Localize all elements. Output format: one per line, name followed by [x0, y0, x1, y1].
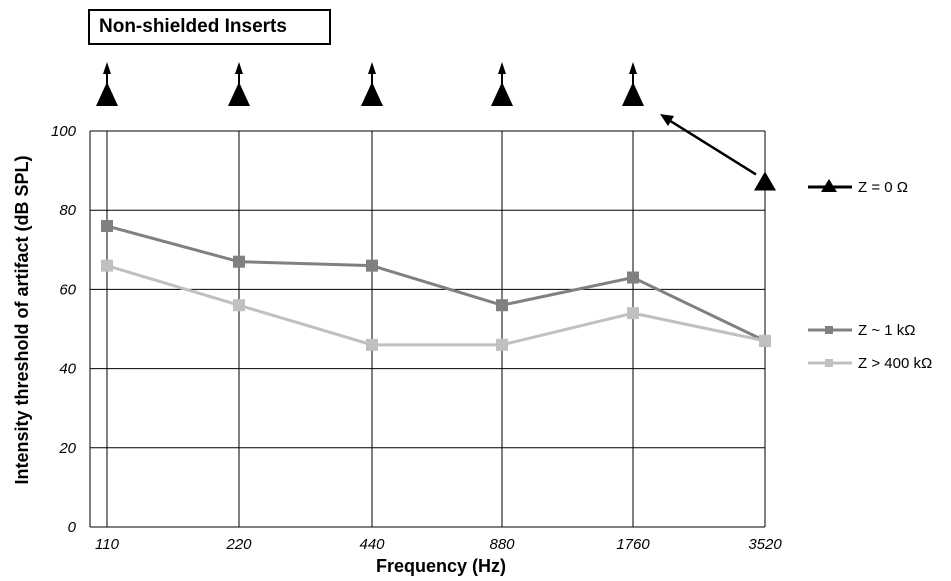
- legend-swatch-marker: [825, 326, 833, 334]
- offscale-arrow-head: [498, 62, 506, 74]
- y-tick-label: 40: [59, 361, 76, 378]
- data-point: [759, 334, 771, 347]
- offscale-triangle-marker: [228, 82, 250, 106]
- x-tick-label: 3520: [748, 536, 782, 553]
- y-tick-label: 100: [51, 123, 77, 140]
- connector-arrow: [663, 115, 757, 176]
- y-tick-label: 80: [59, 202, 76, 219]
- offscale-triangle-marker: [491, 82, 513, 106]
- legend-label: Z = 0 Ω: [858, 179, 908, 196]
- data-point: [627, 271, 639, 284]
- x-tick-label: 440: [359, 536, 385, 553]
- legend-swatch-marker: [821, 179, 837, 192]
- x-tick-label: 1760: [616, 536, 650, 553]
- y-tick-label: 20: [58, 440, 76, 457]
- y-tick-label: 60: [59, 281, 76, 298]
- connector-arrowhead: [660, 114, 674, 126]
- offscale-triangle-marker: [361, 82, 383, 106]
- legend-label: Z ~ 1 kΩ: [858, 322, 915, 339]
- x-tick-label: 110: [95, 536, 120, 553]
- offscale-triangle-marker: [96, 82, 118, 106]
- series-line: [106, 264, 766, 347]
- x-axis-title: Frequency (Hz): [376, 556, 506, 576]
- legend-swatch-marker: [825, 359, 833, 367]
- data-point: [366, 338, 378, 351]
- data-point: [101, 220, 113, 233]
- data-point: [233, 299, 245, 312]
- series-line: [106, 224, 766, 343]
- data-point: [496, 338, 508, 351]
- x-tick-label: 880: [489, 536, 515, 553]
- data-point: [233, 255, 245, 268]
- offscale-triangle-marker: [622, 82, 644, 106]
- chart-title: Non-shielded Inserts: [88, 9, 331, 45]
- data-point: [754, 171, 776, 191]
- legend-label: Z > 400 kΩ: [858, 355, 932, 372]
- data-point: [101, 259, 113, 272]
- y-tick-label: 0: [68, 519, 77, 536]
- offscale-arrow-head: [629, 62, 637, 74]
- data-point: [627, 307, 639, 320]
- y-axis-title: Intensity threshold of artifact (dB SPL): [12, 155, 32, 484]
- offscale-arrow-head: [368, 62, 376, 74]
- data-point: [496, 299, 508, 312]
- x-tick-label: 220: [225, 536, 252, 553]
- offscale-arrow-head: [235, 62, 243, 74]
- offscale-arrow-head: [103, 62, 111, 74]
- data-point: [366, 259, 378, 272]
